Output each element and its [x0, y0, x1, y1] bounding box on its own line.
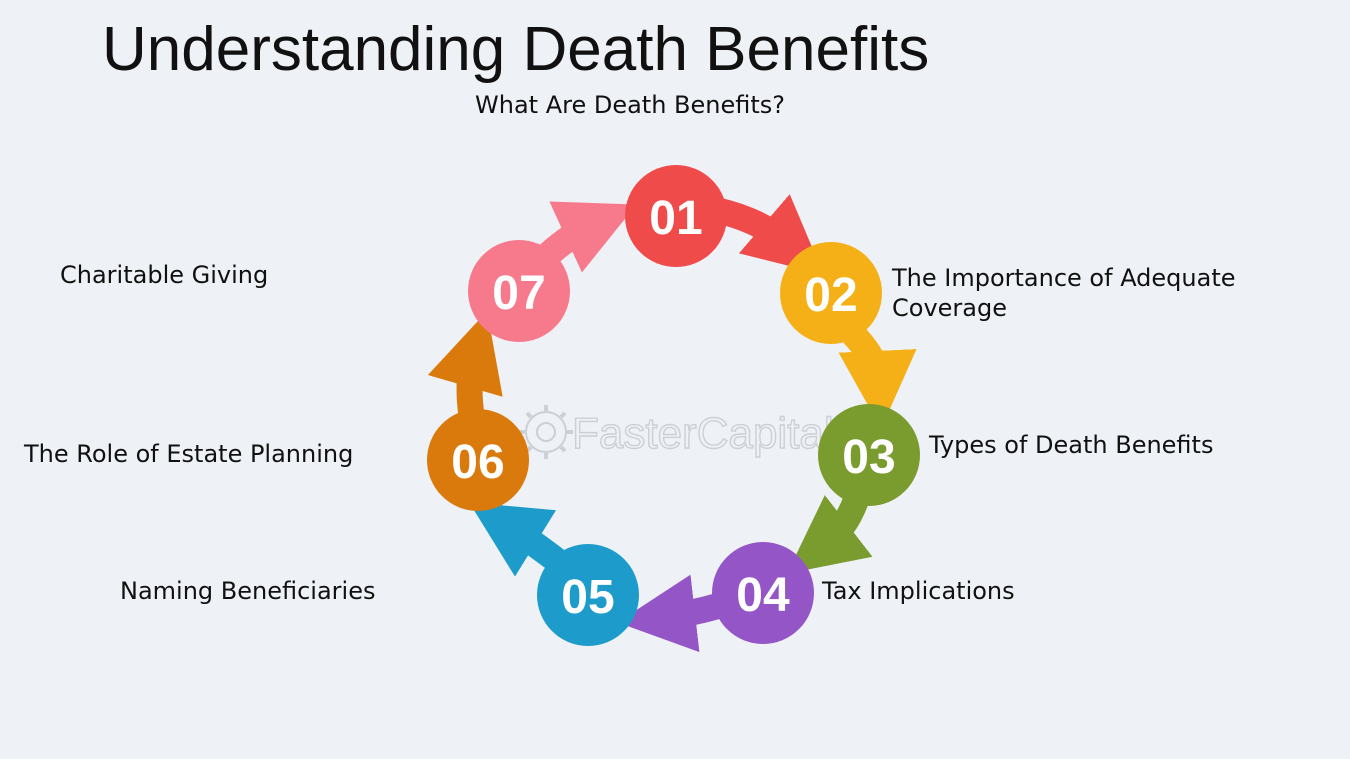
step-03-label: Types of Death Benefits: [929, 431, 1214, 459]
step-06: 06: [427, 409, 529, 511]
arrow-03-to-04: [786, 495, 873, 574]
step-07: 07: [468, 240, 570, 342]
step-number: 07: [492, 267, 545, 320]
step-number: 06: [451, 436, 504, 489]
arrow-02-to-03: [838, 324, 917, 429]
step-05: 05: [537, 544, 639, 646]
step-05-label: Naming Beneficiaries: [120, 577, 376, 605]
arrow-06-to-07: [427, 311, 503, 414]
step-02-label-line1: The Importance of Adequate: [892, 264, 1236, 292]
step-circle: [468, 240, 570, 342]
step-02-label: The Importance of Adequate Coverage: [892, 263, 1236, 323]
step-number: 03: [842, 431, 895, 484]
step-02: 02: [780, 242, 882, 344]
step-03: 03: [818, 404, 920, 506]
step-01: 01: [625, 165, 727, 267]
watermark: FasterCapital: [519, 405, 834, 459]
step-number: 04: [736, 569, 790, 622]
step-circle: [818, 404, 920, 506]
step-circle: [625, 165, 727, 267]
arrow-04-to-05: [617, 574, 722, 653]
steps: 01 02 03 04 05 06 07: [427, 165, 920, 646]
step-01-label: What Are Death Benefits?: [475, 91, 786, 119]
step-number: 02: [804, 269, 857, 322]
step-04-label: Tax Implications: [822, 577, 1015, 605]
step-07-label: Charitable Giving: [60, 261, 269, 289]
step-circle: [712, 542, 814, 644]
step-number: 01: [649, 192, 702, 245]
arrows: [427, 194, 917, 653]
arrow-05-to-06: [469, 502, 564, 577]
step-circle: [780, 242, 882, 344]
step-number: 05: [561, 571, 614, 624]
watermark-text: FasterCapital: [572, 409, 834, 458]
step-04: 04: [712, 542, 814, 644]
step-circle: [427, 409, 529, 511]
step-02-label-line2: Coverage: [892, 294, 1007, 322]
arrow-07-to-01: [539, 201, 637, 273]
step-circle: [537, 544, 639, 646]
page-title: Understanding Death Benefits: [102, 15, 930, 84]
step-06-label: The Role of Estate Planning: [24, 440, 354, 468]
